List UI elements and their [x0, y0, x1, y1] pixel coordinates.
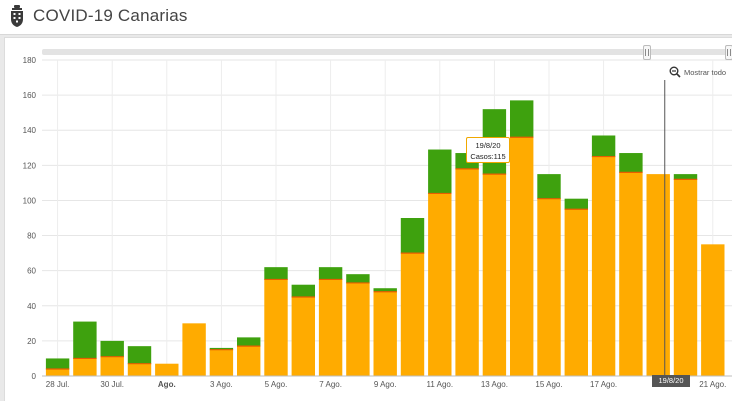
x-tick-label: 9 Ago. [374, 380, 397, 389]
show-all-label: Mostrar todo [684, 67, 727, 77]
bar-series-1 [673, 179, 698, 376]
bar-series-2 [264, 267, 288, 280]
canarias-coat-of-arms-icon [11, 5, 23, 27]
y-tick-label: 0 [32, 372, 37, 381]
bar-series-2 [673, 174, 698, 180]
bar-series-2 [537, 174, 561, 199]
bar-series-1 [73, 358, 97, 376]
show-all-button[interactable]: Mostrar todo [669, 64, 726, 80]
x-tick-label: 11 Ago. [427, 380, 454, 389]
y-tick-label: 140 [23, 126, 37, 135]
y-tick-label: 40 [27, 302, 36, 311]
x-tick-label: 3 Ago. [210, 380, 233, 389]
cursor-date-badge: 19/8/20 [652, 375, 690, 387]
bar-series-1 [346, 282, 370, 376]
bar-series-1 [428, 193, 452, 376]
bar-series-1 [591, 156, 616, 376]
zoom-out-icon [669, 66, 681, 78]
bar-series-1 [701, 244, 725, 376]
chart-panel: 0 20 40 60 80 100 120 140 160 180 28 Jul. 30 Jul. Ag… [4, 37, 732, 401]
bar-series-2 [100, 340, 124, 357]
bar-series-2 [209, 347, 234, 350]
bar-series-1 [564, 209, 588, 376]
y-tick-label: 60 [27, 267, 36, 276]
y-tick-label: 160 [23, 91, 37, 100]
bar-series-2 [619, 153, 643, 173]
x-tick-label: 17 Ago. [590, 380, 617, 389]
chart-scrollbar[interactable] [42, 49, 732, 55]
y-tick-label: 180 [23, 56, 37, 65]
bar-series-2 [400, 218, 425, 254]
y-tick-label: 120 [23, 161, 37, 170]
bar-series-2 [127, 346, 152, 364]
x-tick-label: 13 Ago. [481, 380, 508, 389]
bar-series-1 [19, 369, 42, 376]
scrollbar-right-handle[interactable] [725, 45, 732, 60]
x-tick-label: 7 Ago. [319, 380, 342, 389]
x-tick-label: Ago. [158, 380, 176, 389]
x-tick-label: 28 Jul. [46, 380, 70, 389]
bar-series-1 [400, 253, 425, 376]
bar-series-1 [619, 172, 643, 376]
page-title: COVID-19 Canarias [33, 6, 188, 25]
bar-series-1 [127, 363, 152, 376]
bar-series-1 [373, 291, 397, 376]
bar-series-2 [45, 358, 70, 369]
bar-series-2 [291, 284, 315, 297]
y-tick-label: 100 [23, 196, 37, 205]
bar-series-1 [209, 349, 234, 376]
cases-bar-chart[interactable]: 0 20 40 60 80 100 120 140 160 180 28 Jul. 30 Jul. Ag… [5, 38, 732, 401]
bar-series-1 [510, 137, 534, 376]
bar-series-1 [45, 368, 70, 376]
bar-series-2 [19, 358, 42, 369]
x-tick-label: 5 Ago. [265, 380, 288, 389]
bar-series-1 [237, 346, 261, 376]
x-tick-label: 15 Ago. [535, 380, 562, 389]
bar-series-2 [346, 274, 370, 283]
bar-series-1 [100, 356, 124, 376]
bar-series-2 [591, 135, 616, 157]
bar-series-2 [318, 267, 343, 280]
bar-series-2 [237, 337, 261, 347]
bar-series-1 [291, 297, 315, 376]
bar-series-1 [537, 198, 561, 376]
x-tick-label: 30 Jul. [100, 380, 124, 389]
bar-series-1 [455, 168, 479, 376]
y-tick-label: 20 [27, 337, 36, 346]
bar-series-2 [428, 149, 452, 194]
bar-series-1 [646, 174, 670, 376]
y-tick-label: 80 [27, 232, 36, 241]
bar-series-2 [73, 321, 97, 359]
bar-series-2 [510, 100, 534, 138]
tooltip-date: 19/8/20 [475, 141, 501, 150]
bar-series-1 [482, 174, 507, 376]
bar-series-1 [264, 279, 288, 376]
scrollbar-left-handle[interactable] [643, 45, 651, 60]
x-tick-label: 21 Ago. [699, 380, 726, 389]
app-header: COVID-19 Canarias [0, 0, 732, 35]
chart-tooltip: 19/8/20 Casos:115 [466, 137, 510, 163]
bar-series-2 [564, 198, 588, 210]
bar-series-1 [182, 323, 206, 376]
bars-group [19, 100, 725, 376]
tooltip-cases: Casos:115 [470, 152, 506, 161]
bar-series-1 [318, 279, 343, 376]
bar-series-1 [155, 363, 179, 376]
bar-series-2 [373, 288, 397, 292]
